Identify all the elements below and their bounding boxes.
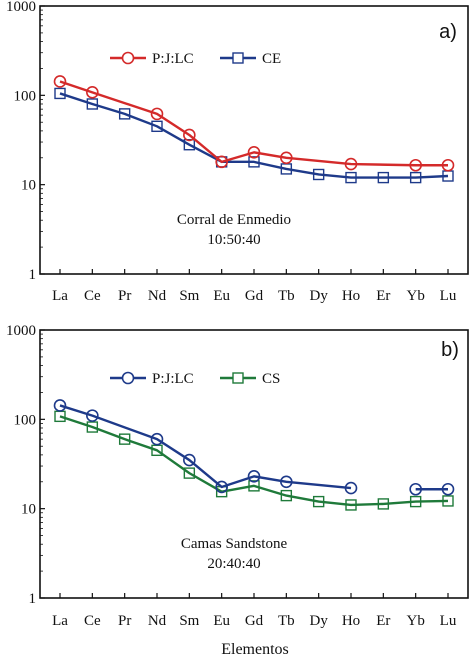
y-tick-label: 100 [14, 412, 37, 428]
series-line-p-j-lc [59, 80, 448, 167]
legend-label: CS [262, 371, 280, 387]
data-point [53, 75, 67, 88]
data-point [280, 489, 293, 502]
data-point [151, 120, 163, 133]
data-point [312, 495, 325, 508]
x-tick-label: Pr [118, 613, 131, 629]
y-tick-label: 1 [29, 267, 37, 283]
series-line-ce [59, 92, 449, 179]
data-point [345, 171, 357, 184]
x-tick-label: Yb [406, 613, 424, 629]
data-point [247, 146, 261, 159]
data-point [150, 432, 164, 446]
data-point [248, 480, 260, 492]
x-tick-label: Nd [148, 613, 167, 629]
y-tick-label: 10 [21, 178, 36, 194]
data-point [215, 480, 228, 494]
data-point [409, 482, 422, 496]
x-axis-title: Elementos [221, 641, 289, 658]
panel-annotation: 10:50:40 [207, 232, 260, 248]
data-point [344, 157, 358, 171]
x-tick-label: Eu [213, 288, 230, 304]
panel-letter: a) [439, 21, 457, 43]
panel-annotation: 20:40:40 [207, 556, 260, 572]
x-tick-label: Lu [440, 288, 457, 304]
legend-marker [121, 51, 135, 65]
x-tick-label: Sm [179, 288, 199, 304]
x-tick-label: Gd [245, 613, 264, 629]
data-point [280, 151, 293, 165]
data-point [150, 107, 164, 121]
x-tick-label: Tb [278, 288, 295, 304]
data-point [215, 155, 228, 169]
data-point [280, 475, 293, 489]
x-tick-label: Er [376, 288, 390, 304]
x-tick-label: La [52, 613, 68, 629]
data-point [312, 168, 325, 181]
data-point [53, 399, 67, 412]
x-tick-label: Pr [118, 288, 131, 304]
data-point [377, 498, 390, 510]
x-tick-label: Dy [309, 613, 328, 629]
legend-marker [232, 372, 244, 384]
x-tick-label: Ho [342, 613, 360, 629]
x-tick-label: Er [376, 613, 390, 629]
data-point [183, 128, 196, 142]
panel-annotation: Camas Sandstone [181, 536, 288, 552]
y-tick-label: 1000 [6, 0, 36, 15]
x-tick-label: Gd [245, 288, 264, 304]
data-point [86, 421, 99, 433]
panel-annotation: Corral de Enmedio [177, 212, 291, 228]
data-point [86, 409, 99, 422]
data-point [54, 87, 66, 100]
data-point [248, 156, 260, 168]
x-tick-label: Nd [148, 288, 167, 304]
data-point [441, 482, 455, 496]
legend-label: P:J:LC [152, 51, 194, 67]
legend-label: CE [262, 51, 281, 67]
data-point [183, 453, 196, 467]
x-tick-label: Lu [440, 613, 457, 629]
data-point [183, 467, 196, 479]
data-point [86, 98, 99, 110]
data-point [442, 495, 454, 507]
data-point [118, 108, 131, 120]
panel-letter: b) [441, 339, 459, 361]
data-point [409, 495, 422, 508]
data-point [441, 158, 455, 172]
x-tick-label: Ho [342, 288, 360, 304]
data-point [377, 171, 390, 184]
data-point [409, 171, 422, 184]
panel-b: 1 10 100 1000 La Ce Pr Nd Sm Eu Gd Tb Dy Ho Er Yb Lu P:J:… [6, 323, 469, 629]
x-tick-label: Eu [213, 613, 230, 629]
x-tick-label: Tb [278, 613, 295, 629]
series-line-cs [59, 415, 449, 507]
data-point [247, 470, 261, 483]
data-point [86, 86, 99, 99]
series-line-p-j-lc [59, 404, 352, 490]
x-tick-label: Ce [84, 288, 101, 304]
y-tick-label: 1 [29, 591, 37, 607]
data-point [118, 433, 131, 445]
y-tick-label: 100 [14, 88, 37, 104]
legend-label: P:J:LC [152, 371, 194, 387]
y-tick-label: 1000 [6, 323, 36, 339]
data-point [344, 481, 358, 495]
x-tick-label: Yb [406, 288, 424, 304]
x-tick-label: Dy [309, 288, 328, 304]
legend-marker [121, 371, 135, 385]
legend-marker [232, 52, 244, 64]
x-tick-label: Sm [179, 613, 199, 629]
x-tick-label: Ce [84, 613, 101, 629]
data-point [409, 158, 422, 172]
panel-a: 1 10 100 1000 La Ce Pr Nd Sm Eu Gd Tb Dy Ho Er Yb Lu P:J:… [6, 0, 469, 304]
y-tick-label: 10 [21, 502, 36, 518]
x-tick-label: La [52, 288, 68, 304]
data-point [345, 499, 357, 511]
